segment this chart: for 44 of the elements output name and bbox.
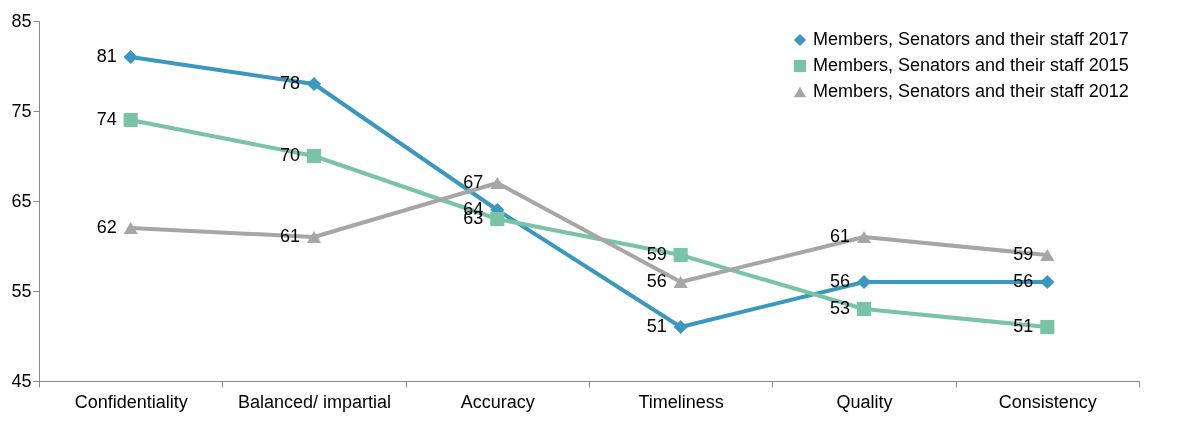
- y-tick-label: 45: [11, 370, 32, 391]
- y-tick-label: 55: [11, 280, 32, 301]
- point: [1040, 319, 1055, 335]
- data-label: 74: [96, 109, 117, 129]
- data-label: 56: [829, 271, 850, 291]
- point: [856, 301, 872, 317]
- point: [123, 49, 138, 65]
- legend-label: Members, Senators and their staff 2015: [813, 55, 1129, 75]
- point: [673, 275, 688, 289]
- data-label: 61: [279, 226, 300, 246]
- point: [673, 319, 688, 335]
- data-label: 81: [96, 46, 117, 66]
- x-tick-label: Balanced/ impartial: [237, 391, 392, 412]
- legend-label: Members, Senators and their staff 2012: [813, 81, 1129, 101]
- x-tick-label: Quality: [836, 391, 893, 412]
- data-label: 61: [829, 226, 850, 246]
- y-tick-label: 65: [11, 190, 32, 211]
- data-label: 62: [96, 217, 117, 237]
- x-tick-label: Consistency: [998, 391, 1097, 412]
- x-tick-label: Accuracy: [460, 391, 535, 412]
- y-tick-label: 75: [11, 100, 32, 121]
- point: [673, 247, 688, 263]
- point: [856, 230, 872, 244]
- point: [306, 230, 322, 244]
- data-label: 67: [463, 172, 484, 192]
- data-label: 53: [829, 298, 850, 318]
- point: [1040, 248, 1055, 262]
- data-label: 56: [646, 271, 667, 291]
- legend-label: Members, Senators and their staff 2017: [813, 29, 1129, 49]
- point: [123, 112, 138, 128]
- data-label: 51: [1013, 316, 1034, 336]
- point: [306, 76, 322, 92]
- point: [490, 176, 505, 190]
- x-tick-label: Timeliness: [638, 391, 724, 412]
- point: [123, 221, 138, 235]
- x-tick-label: Confidentiality: [74, 391, 188, 412]
- point: [1040, 274, 1055, 290]
- data-label: 51: [646, 316, 667, 336]
- point: [490, 211, 505, 227]
- data-label: 70: [279, 145, 300, 165]
- data-label: 59: [646, 244, 667, 264]
- y-tick-label: 85: [11, 10, 32, 31]
- data-label: 59: [1013, 244, 1034, 264]
- point: [306, 148, 322, 164]
